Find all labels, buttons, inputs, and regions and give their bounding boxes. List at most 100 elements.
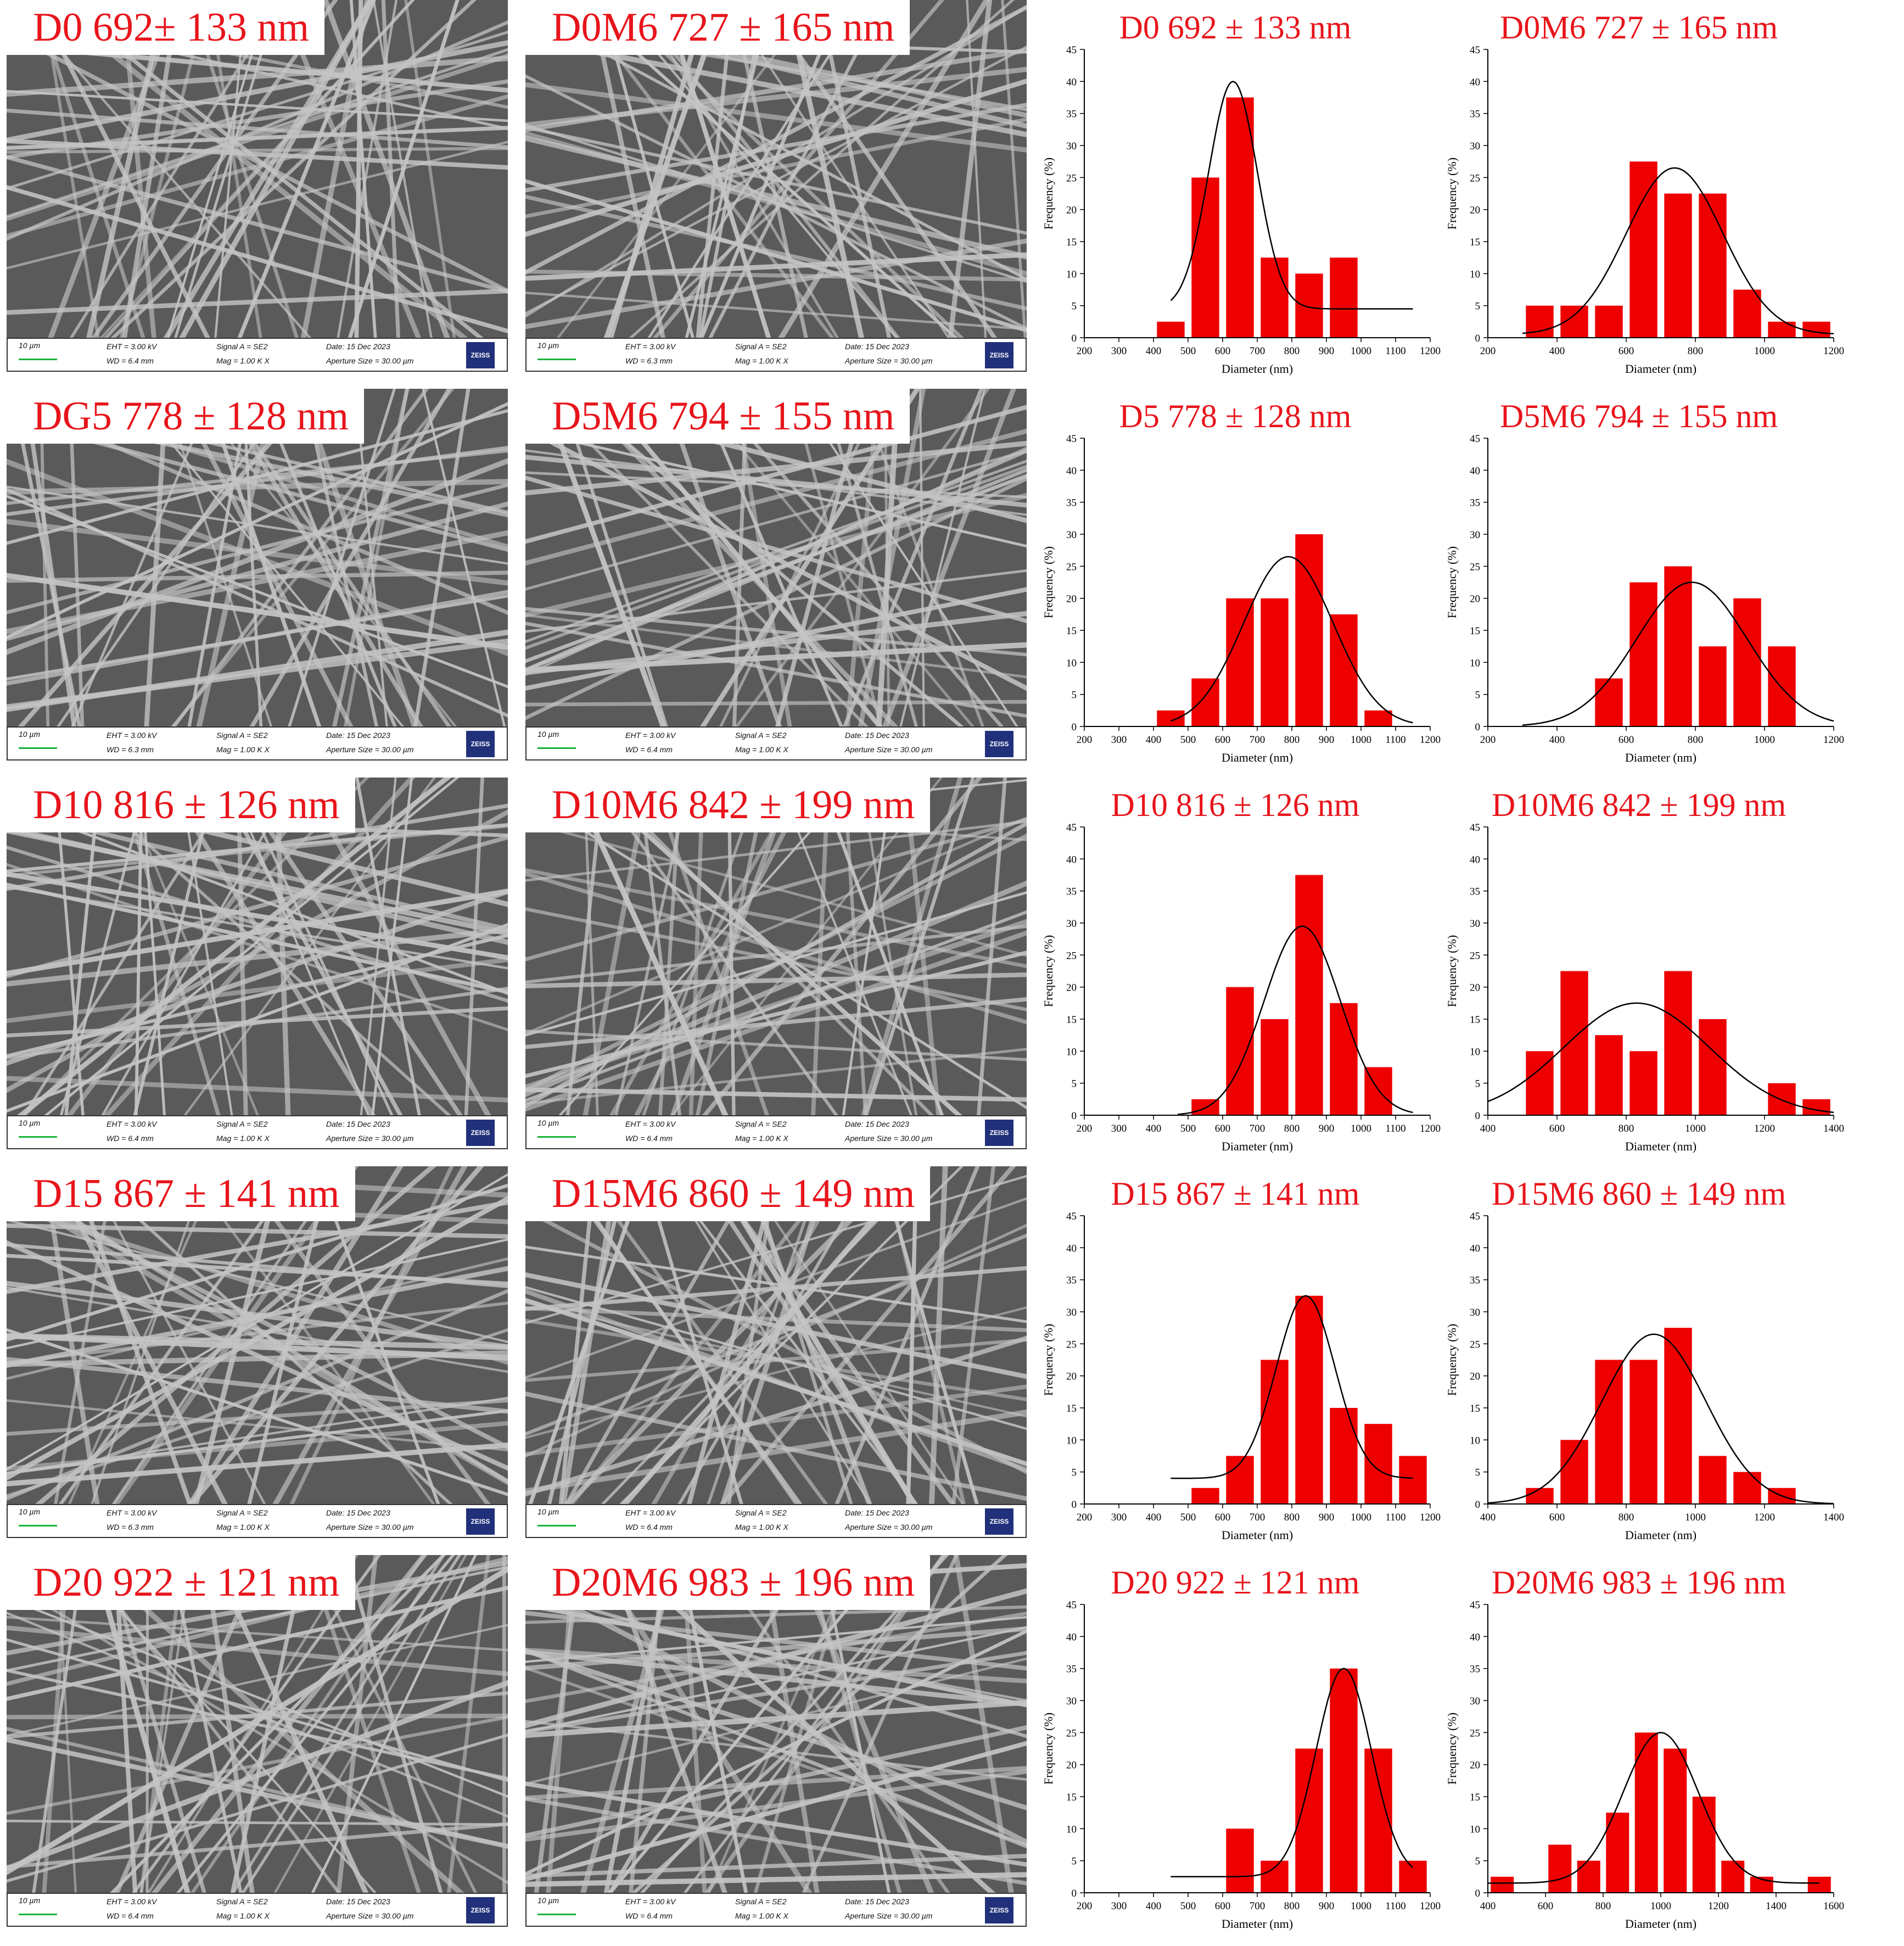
fiber-strand xyxy=(35,1166,437,1504)
histogram-bar xyxy=(1295,1748,1323,1893)
signal-value: Signal A = SE2 xyxy=(216,1897,268,1906)
sem-micrograph: D0 692± 133 nm 10 µm EHT = 3.00 kV WD = 6.4… xyxy=(0,0,508,380)
zeiss-logo: ZEISS xyxy=(985,342,1013,368)
x-tick-label: 1200 xyxy=(1420,1900,1441,1912)
normal-fit-curve xyxy=(1487,1002,1834,1114)
signal-value: Signal A = SE2 xyxy=(735,342,787,351)
histogram-bar xyxy=(1226,97,1254,338)
y-tick-label: 15 xyxy=(1066,1403,1077,1414)
histogram-bar xyxy=(1191,678,1219,726)
aperture-size-value: Aperture Size = 30.00 µm xyxy=(326,745,414,754)
x-tick-label: 1100 xyxy=(1385,734,1405,746)
y-tick-label: 20 xyxy=(1470,1760,1480,1771)
fiber-strand xyxy=(7,802,508,996)
histogram-bar xyxy=(1629,582,1657,726)
fiber-strand xyxy=(7,1189,508,1486)
y-tick-label: 20 xyxy=(1066,594,1077,605)
y-tick-label: 0 xyxy=(1072,1110,1077,1122)
y-tick-label: 35 xyxy=(1470,886,1480,898)
x-tick-label: 1400 xyxy=(1823,1512,1844,1523)
histogram-bar xyxy=(1226,987,1254,1115)
sem-data-bar: 10 µm EHT = 3.00 kV WD = 6.3 mm Signal A = … xyxy=(7,1504,508,1538)
fiber-strand xyxy=(103,778,416,1115)
y-tick-label: 25 xyxy=(1470,561,1480,573)
fiber-strand xyxy=(7,1585,508,1701)
fiber-strand xyxy=(525,1651,1027,1733)
x-tick-label: 600 xyxy=(1215,734,1231,746)
fiber-strand xyxy=(381,0,400,338)
x-tick-label: 900 xyxy=(1319,1123,1335,1134)
acquisition-date: Date: 15 Dec 2023 xyxy=(845,342,909,351)
x-tick-label: 400 xyxy=(1480,1123,1496,1134)
y-tick-label: 20 xyxy=(1066,1760,1077,1771)
histogram-bar xyxy=(1577,1860,1600,1893)
histogram-bar xyxy=(1699,193,1727,338)
working-distance-value: WD = 6.4 mm xyxy=(625,745,673,754)
fiber-strand xyxy=(525,126,1027,235)
y-tick-label: 15 xyxy=(1066,237,1077,248)
fiber-strand xyxy=(525,611,1027,675)
fiber-strand xyxy=(977,778,1007,1115)
fiber-strand xyxy=(311,1555,477,1893)
sample-label: D0M6 727 ± 165 nm xyxy=(519,0,910,55)
fiber-strand xyxy=(7,30,508,190)
fiber-strand xyxy=(300,0,371,338)
scale-bar-label: 10 µm xyxy=(19,1507,41,1516)
fiber-strand xyxy=(7,803,508,891)
y-tick-label: 5 xyxy=(1475,1856,1481,1867)
chart-title: D15M6 860 ± 149 nm xyxy=(1492,1176,1786,1212)
normal-fit-curve xyxy=(1177,925,1413,1115)
fiber-strand xyxy=(7,1218,508,1344)
chart-title: D10M6 842 ± 199 nm xyxy=(1492,787,1786,823)
histogram-bar xyxy=(1261,1360,1289,1504)
fiber-strand xyxy=(525,465,1027,650)
x-tick-label: 200 xyxy=(1077,734,1093,746)
x-tick-label: 600 xyxy=(1215,1512,1231,1523)
magnification-value: Mag = 1.00 K X xyxy=(216,1911,270,1920)
x-tick-label: 800 xyxy=(1688,345,1704,357)
x-tick-label: 400 xyxy=(1146,1900,1162,1912)
fiber-strand xyxy=(525,179,1027,333)
fiber-strand xyxy=(7,94,508,238)
histogram-bar xyxy=(1226,598,1254,726)
y-tick-label: 35 xyxy=(1470,497,1480,509)
histogram-chart: D10M6 842 ± 199 nm 0 5 10 15 20 25 30 35 40 45 400 6… xyxy=(1444,778,1904,1157)
y-tick-label: 0 xyxy=(1072,722,1077,733)
y-tick-label: 25 xyxy=(1470,1339,1480,1350)
eht-value: EHT = 3.00 kV xyxy=(625,342,676,351)
histogram-bar xyxy=(1191,1488,1219,1504)
y-tick-label: 40 xyxy=(1470,465,1480,477)
y-tick-label: 35 xyxy=(1470,109,1480,120)
x-tick-label: 800 xyxy=(1284,1123,1300,1134)
histogram-bar xyxy=(1692,1797,1716,1893)
sem-micrograph: D0M6 727 ± 165 nm 10 µm EHT = 3.00 kV WD = … xyxy=(519,0,1027,380)
y-tick-label: 25 xyxy=(1470,172,1480,184)
fiber-strand xyxy=(525,1286,1027,1430)
eht-value: EHT = 3.00 kV xyxy=(625,1508,676,1517)
y-tick-label: 10 xyxy=(1470,269,1480,280)
eht-value: EHT = 3.00 kV xyxy=(107,731,157,740)
fiber-strand xyxy=(7,138,508,170)
y-tick-label: 5 xyxy=(1072,690,1077,701)
aperture-size-value: Aperture Size = 30.00 µm xyxy=(326,356,414,365)
y-axis-label: Frequency (%) xyxy=(1445,546,1459,618)
y-axis-label: Frequency (%) xyxy=(1041,546,1055,618)
x-tick-label: 500 xyxy=(1180,1900,1196,1912)
fiber-strand xyxy=(249,389,452,726)
fiber-strand xyxy=(525,1781,1027,1867)
fiber-strand xyxy=(525,1391,1027,1501)
magnification-value: Mag = 1.00 K X xyxy=(735,1523,788,1531)
histogram-bar xyxy=(1295,875,1323,1115)
y-tick-label: 40 xyxy=(1066,76,1077,88)
histogram-svg: D10M6 842 ± 199 nm 0 5 10 15 20 25 30 35 40 45 400 6… xyxy=(1445,787,1844,1153)
y-tick-label: 35 xyxy=(1470,1275,1480,1287)
x-tick-label: 400 xyxy=(1146,345,1162,357)
aperture-size-value: Aperture Size = 30.00 µm xyxy=(326,1523,414,1531)
histogram-svg: D20M6 983 ± 196 nm 0 5 10 15 20 25 30 35 40 45 400 6… xyxy=(1445,1564,1844,1931)
histogram-svg: D5 778 ± 128 nm 0 5 10 15 20 25 30 35 40 45 200 300 4… xyxy=(1041,398,1441,764)
fiber-strand xyxy=(7,458,508,657)
fiber-strand xyxy=(7,1680,508,1872)
y-tick-label: 45 xyxy=(1066,1211,1077,1222)
y-tick-label: 25 xyxy=(1066,950,1077,961)
